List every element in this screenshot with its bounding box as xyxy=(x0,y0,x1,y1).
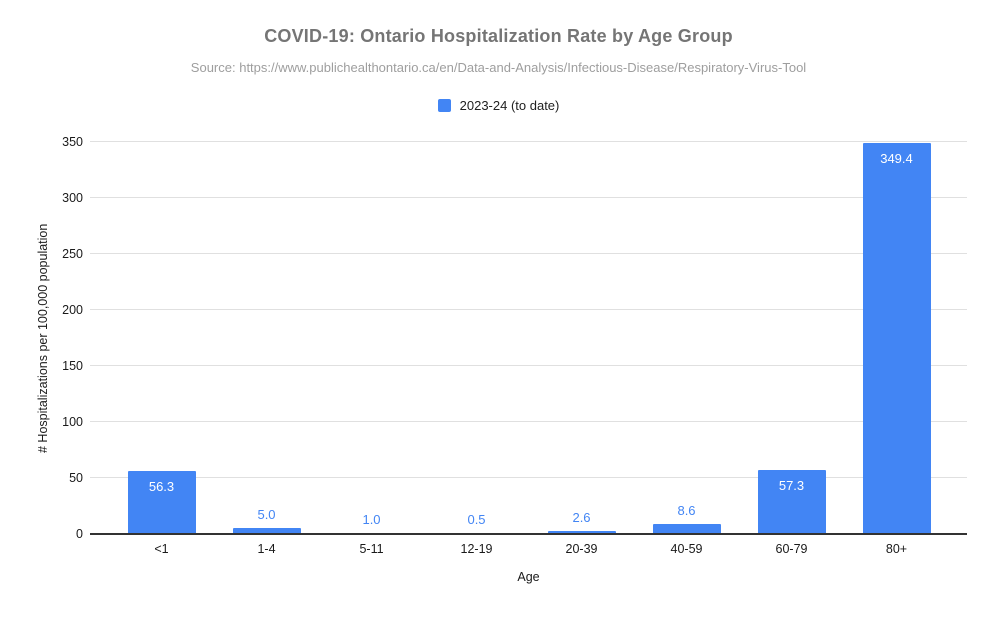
bar-slot-5-11: 1.0 xyxy=(319,142,424,534)
gridline-100 xyxy=(90,421,967,422)
data-label-40-59: 8.6 xyxy=(677,503,696,519)
x-tick-label-40-59: 40-59 xyxy=(670,542,703,556)
x-tick-label-60-79: 60-79 xyxy=(775,542,808,556)
y-tick-label-50: 50 xyxy=(69,471,83,485)
data-label-<1: 56.3 xyxy=(148,478,175,494)
gridline-50 xyxy=(90,477,967,478)
x-axis-line xyxy=(90,533,967,535)
data-label-5-11: 1.0 xyxy=(362,511,381,527)
bar-slot-<1: 56.3 xyxy=(109,142,214,534)
bar-20-39 xyxy=(547,531,616,534)
bar-1-4 xyxy=(232,528,301,534)
x-tick-label-5-11: 5-11 xyxy=(359,542,384,556)
data-label-20-39: 2.6 xyxy=(572,510,591,526)
gridline-300 xyxy=(90,197,967,198)
data-label-60-79: 57.3 xyxy=(778,477,805,493)
y-tick-label-300: 300 xyxy=(62,191,83,205)
y-tick-label-0: 0 xyxy=(76,527,83,541)
bar-<1: 56.3 xyxy=(127,470,196,534)
x-axis-tick-labels: <1 1-4 5-11 12-19 20-39 40-59 60-79 80+ xyxy=(109,542,949,556)
plot-area: 0 50 100 150 200 250 300 350 56.3 5.0 1.0 0.5 2.6 8.… xyxy=(36,135,967,584)
gridline-250 xyxy=(90,253,967,254)
bar-slot-1-4: 5.0 xyxy=(214,142,319,534)
y-tick-label-100: 100 xyxy=(62,415,83,429)
data-label-80+: 349.4 xyxy=(880,150,913,166)
gridline-350 xyxy=(90,141,967,142)
bar-80+: 349.4 xyxy=(862,142,931,534)
data-label-1-4: 5.0 xyxy=(257,507,276,523)
chart-subtitle: Source: https://www.publichealthontario.… xyxy=(190,60,807,75)
bar-slot-60-79: 57.3 xyxy=(739,142,844,534)
x-tick-label-12-19: 12-19 xyxy=(460,542,493,556)
y-tick-label-350: 350 xyxy=(62,135,83,149)
y-tick-label-150: 150 xyxy=(62,359,83,373)
bar-slot-20-39: 2.6 xyxy=(529,142,634,534)
x-tick-label-1-4: 1-4 xyxy=(257,542,276,556)
x-tick-label-20-39: 20-39 xyxy=(565,542,598,556)
bar-slot-40-59: 8.6 xyxy=(634,142,739,534)
bar-series: 56.3 5.0 1.0 0.5 2.6 8.6 57.3 349.4 xyxy=(109,142,949,534)
x-axis-title: Age xyxy=(517,570,540,584)
y-tick-label-200: 200 xyxy=(62,303,83,317)
legend-series-label: 2023-24 (to date) xyxy=(459,98,560,113)
y-tick-label-250: 250 xyxy=(62,247,83,261)
bar-slot-80+: 349.4 xyxy=(844,142,949,534)
gridline-150 xyxy=(90,365,967,366)
legend-swatch-icon xyxy=(437,99,451,112)
y-axis-title: # Hospitalizations per 100,000 populatio… xyxy=(36,223,50,453)
gridline-200 xyxy=(90,309,967,310)
bar-60-79: 57.3 xyxy=(757,469,826,534)
x-tick-label-<1: <1 xyxy=(154,542,169,556)
legend: 2023-24 (to date) xyxy=(0,98,997,113)
data-label-12-19: 0.5 xyxy=(467,512,486,528)
chart-title: COVID-19: Ontario Hospitalization Rate b… xyxy=(264,26,733,46)
bar-slot-12-19: 0.5 xyxy=(424,142,529,534)
bar-40-59 xyxy=(652,524,721,534)
x-tick-label-80+: 80+ xyxy=(885,542,908,556)
